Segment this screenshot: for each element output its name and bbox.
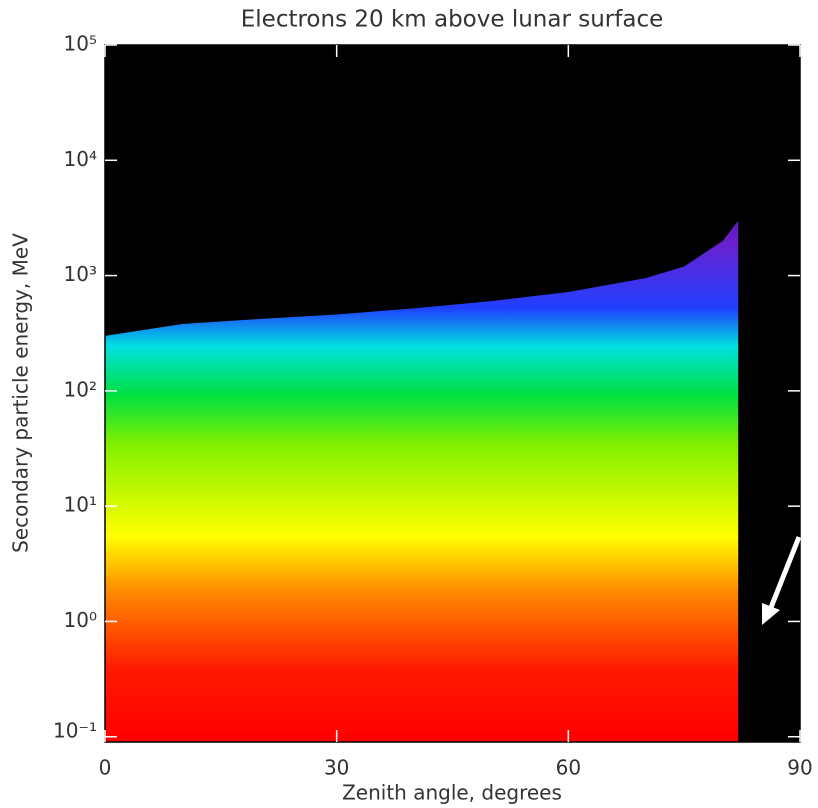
- x-tick-label: 90: [787, 756, 812, 780]
- plot-frame: [104, 44, 801, 743]
- chart-title: Electrons 20 km above lunar surface: [241, 7, 664, 33]
- y-tick-label: 10⁵: [64, 32, 97, 56]
- density-region: [105, 220, 739, 742]
- y-tick-label: 10¹: [64, 493, 97, 517]
- y-tick-label: 10³: [64, 262, 97, 286]
- x-tick-label: 60: [556, 756, 581, 780]
- x-tick-label: 0: [99, 756, 112, 780]
- y-axis-label: Secondary particle energy, MeV: [9, 233, 33, 553]
- x-tick-label: 30: [324, 756, 349, 780]
- x-axis-label: Zenith angle, degrees: [342, 781, 562, 805]
- y-tick-label: 10⁻¹: [53, 719, 97, 743]
- y-tick-label: 10⁰: [64, 608, 97, 632]
- annotation-arrow: [762, 536, 802, 625]
- y-tick-label: 10⁴: [64, 147, 97, 171]
- y-tick-label: 10²: [64, 377, 97, 401]
